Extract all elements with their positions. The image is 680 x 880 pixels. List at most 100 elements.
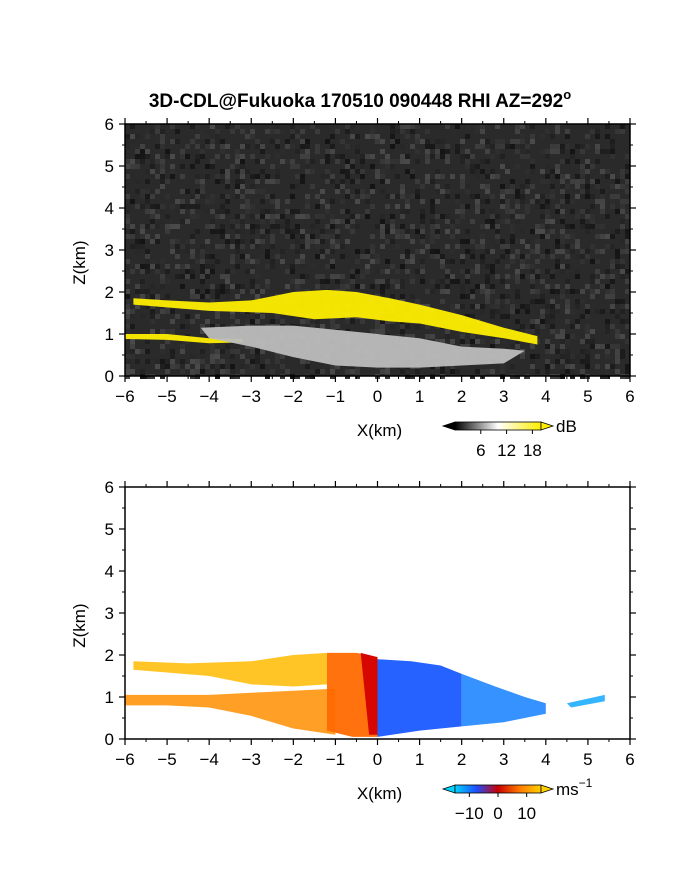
noise-cell	[245, 144, 250, 149]
noise-cell	[255, 224, 260, 229]
noise-cell	[480, 304, 485, 309]
noise-cell	[440, 189, 445, 194]
noise-cell	[380, 179, 385, 184]
noise-cell	[390, 219, 395, 224]
noise-cell	[130, 309, 135, 314]
noise-cell	[385, 194, 390, 199]
noise-cell	[245, 199, 250, 204]
noise-cell	[160, 129, 165, 134]
noise-cell	[175, 364, 180, 369]
noise-cell	[480, 159, 485, 164]
noise-cell	[430, 229, 435, 234]
noise-cell	[420, 219, 425, 224]
noise-cell	[225, 144, 230, 149]
noise-cell	[330, 319, 335, 324]
noise-cell	[380, 244, 385, 249]
noise-cell	[475, 204, 480, 209]
colorbar-tick-label: 10	[517, 804, 536, 823]
noise-cell	[380, 279, 385, 284]
noise-cell	[295, 164, 300, 169]
y-tick-label: 6	[105, 478, 114, 497]
noise-cell	[530, 124, 535, 129]
colorbar-tick-label: 18	[523, 441, 542, 460]
noise-cell	[280, 224, 285, 229]
noise-cell	[200, 184, 205, 189]
noise-cell	[485, 274, 490, 279]
noise-cell	[165, 179, 170, 184]
noise-cell	[145, 129, 150, 134]
noise-cell	[345, 369, 350, 374]
noise-cell	[135, 239, 140, 244]
noise-cell	[140, 144, 145, 149]
noise-cell	[585, 179, 590, 184]
noise-cell	[370, 259, 375, 264]
noise-cell	[255, 314, 260, 319]
noise-cell	[565, 129, 570, 134]
noise-cell	[610, 184, 615, 189]
noise-cell	[290, 234, 295, 239]
noise-cell	[495, 229, 500, 234]
noise-cell	[475, 199, 480, 204]
noise-cell	[195, 154, 200, 159]
noise-cell	[225, 194, 230, 199]
noise-cell	[165, 224, 170, 229]
noise-cell	[215, 294, 220, 299]
noise-cell	[560, 184, 565, 189]
noise-cell	[405, 234, 410, 239]
noise-cell	[510, 229, 515, 234]
noise-cell	[570, 324, 575, 329]
noise-cell	[280, 364, 285, 369]
noise-cell	[375, 324, 380, 329]
noise-cell	[330, 214, 335, 219]
noise-cell	[245, 254, 250, 259]
noise-cell	[545, 284, 550, 289]
noise-cell	[475, 144, 480, 149]
noise-cell	[380, 189, 385, 194]
noise-cell	[460, 174, 465, 179]
colorbar-high-arrow	[540, 784, 555, 794]
noise-cell	[585, 309, 590, 314]
noise-cell	[510, 184, 515, 189]
noise-cell	[515, 204, 520, 209]
noise-cell	[605, 274, 610, 279]
noise-cell	[455, 194, 460, 199]
noise-cell	[175, 134, 180, 139]
noise-cell	[185, 274, 190, 279]
noise-cell	[165, 194, 170, 199]
noise-cell	[535, 309, 540, 314]
noise-cell	[135, 164, 140, 169]
noise-cell	[560, 174, 565, 179]
noise-cell	[275, 199, 280, 204]
noise-cell	[125, 354, 130, 359]
noise-cell	[275, 214, 280, 219]
noise-cell	[200, 274, 205, 279]
noise-cell	[250, 224, 255, 229]
noise-cell	[505, 314, 510, 319]
noise-cell	[555, 359, 560, 364]
noise-cell	[450, 259, 455, 264]
noise-cell	[210, 124, 215, 129]
noise-cell	[240, 244, 245, 249]
noise-cell	[595, 344, 600, 349]
noise-cell	[225, 289, 230, 294]
noise-cell	[535, 229, 540, 234]
noise-cell	[305, 194, 310, 199]
noise-cell	[130, 224, 135, 229]
noise-cell	[550, 269, 555, 274]
noise-cell	[275, 154, 280, 159]
noise-cell	[210, 284, 215, 289]
noise-cell	[415, 249, 420, 254]
noise-cell	[540, 269, 545, 274]
noise-cell	[435, 184, 440, 189]
noise-cell	[380, 174, 385, 179]
noise-cell	[130, 314, 135, 319]
noise-cell	[305, 204, 310, 209]
noise-cell	[620, 249, 625, 254]
noise-cell	[385, 239, 390, 244]
noise-cell	[290, 134, 295, 139]
noise-cell	[545, 369, 550, 374]
noise-cell	[255, 354, 260, 359]
noise-cell	[300, 274, 305, 279]
noise-cell	[300, 264, 305, 269]
noise-cell	[530, 269, 535, 274]
